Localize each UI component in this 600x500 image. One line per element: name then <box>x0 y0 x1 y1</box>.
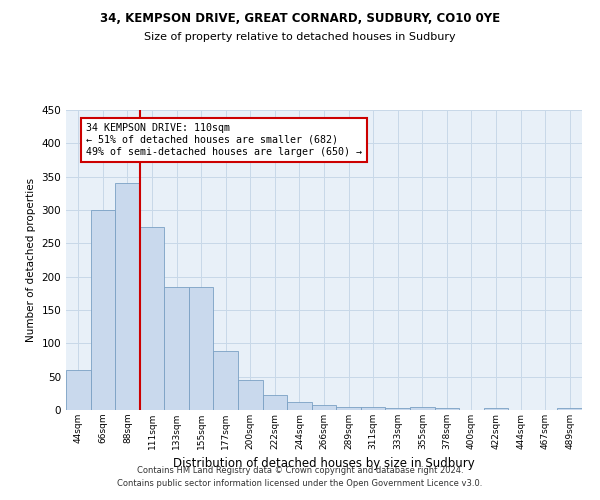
Bar <box>557 408 582 410</box>
Bar <box>287 402 312 410</box>
Bar <box>91 210 115 410</box>
Text: 34 KEMPSON DRIVE: 110sqm
← 51% of detached houses are smaller (682)
49% of semi-: 34 KEMPSON DRIVE: 110sqm ← 51% of detach… <box>86 124 362 156</box>
Text: 34, KEMPSON DRIVE, GREAT CORNARD, SUDBURY, CO10 0YE: 34, KEMPSON DRIVE, GREAT CORNARD, SUDBUR… <box>100 12 500 26</box>
Bar <box>336 406 361 410</box>
Bar <box>66 370 91 410</box>
Bar <box>189 286 214 410</box>
Bar <box>164 286 189 410</box>
Bar <box>238 380 263 410</box>
Bar <box>263 396 287 410</box>
Bar <box>361 408 385 410</box>
Bar <box>214 352 238 410</box>
Text: Contains HM Land Registry data © Crown copyright and database right 2024.
Contai: Contains HM Land Registry data © Crown c… <box>118 466 482 487</box>
Text: Size of property relative to detached houses in Sudbury: Size of property relative to detached ho… <box>144 32 456 42</box>
Bar <box>140 226 164 410</box>
Y-axis label: Number of detached properties: Number of detached properties <box>26 178 36 342</box>
Bar <box>115 184 140 410</box>
Bar <box>385 408 410 410</box>
Bar <box>484 408 508 410</box>
X-axis label: Distribution of detached houses by size in Sudbury: Distribution of detached houses by size … <box>173 458 475 470</box>
Bar <box>410 406 434 410</box>
Bar <box>312 404 336 410</box>
Bar <box>434 408 459 410</box>
